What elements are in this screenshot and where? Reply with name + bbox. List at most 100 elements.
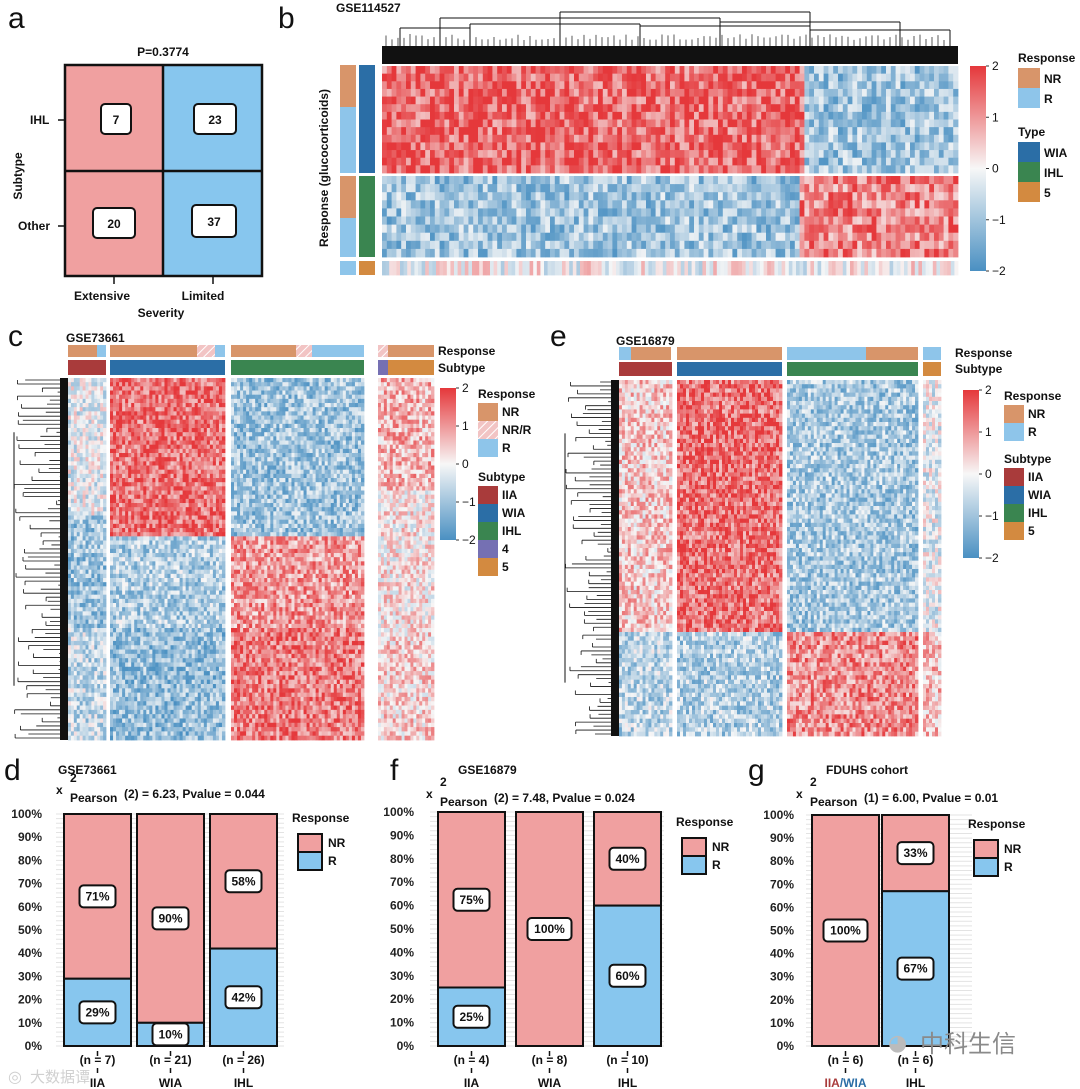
heatmap-b-cell	[862, 119, 868, 128]
heatmap-b-cell	[607, 240, 613, 250]
heatmap-b-cell	[559, 66, 565, 75]
heatmap-c-cell	[79, 594, 84, 600]
heatmap-b-cell	[492, 134, 498, 143]
heatmap-b-cell	[564, 81, 570, 90]
heatmap-b-cell	[529, 261, 534, 276]
heatmap-b-cell	[727, 200, 733, 209]
heatmap-b-cell	[674, 208, 680, 217]
heatmap-b-cell	[516, 81, 522, 90]
heatmap-b-cell	[809, 248, 815, 258]
heatmap-b-cell	[449, 240, 455, 250]
heatmap-c-cell	[68, 519, 72, 525]
heatmap-b-cell	[838, 224, 844, 234]
heatmap-c-cell	[100, 507, 104, 512]
heatmap-b-cell	[540, 176, 546, 185]
heatmap-b-cell	[953, 127, 959, 136]
heatmap-b-cell	[756, 232, 762, 242]
heatmap-b-cell	[535, 176, 541, 185]
heatmap-b-cell	[454, 119, 460, 128]
heatmap-b-cell	[943, 81, 949, 90]
heatmap-c-cell	[79, 419, 84, 425]
heatmap-b-cell	[382, 111, 388, 120]
heatmap-c-cell	[94, 561, 98, 566]
heatmap-b-cell	[770, 224, 776, 234]
heatmap-b-cell	[792, 261, 797, 276]
heatmap-c-cell	[97, 722, 101, 728]
heatmap-b-cell	[948, 81, 954, 90]
heatmap-b-cell	[847, 96, 853, 105]
heatmap-b-cell	[665, 111, 671, 120]
heatmap-c-cell	[94, 378, 98, 383]
heatmap-b-cell	[554, 157, 560, 166]
heatmap-b-cell	[718, 224, 724, 234]
heatmap-c-cell	[113, 461, 117, 466]
heatmap-b-cell	[857, 142, 863, 151]
heatmap-c-cell	[76, 523, 81, 529]
heatmap-c-cell	[131, 419, 135, 425]
heatmap-b-cell	[420, 232, 426, 242]
heatmap-b-cell	[862, 104, 868, 113]
heatmap-b-cell	[401, 240, 407, 250]
heatmap-b-cell	[535, 127, 541, 136]
heatmap-b-cell	[751, 150, 757, 159]
heatmap-c-cell	[116, 615, 120, 621]
heatmap-c-cell	[91, 615, 95, 621]
heatmap-b-cell	[689, 200, 695, 209]
heatmap-b-cell	[502, 176, 508, 185]
heatmap-c-cell	[76, 444, 81, 450]
heatmap-b-cell	[866, 88, 872, 97]
heatmap-b-cell	[900, 81, 906, 90]
heatmap-c-cell	[103, 671, 107, 676]
heatmap-c-cell	[85, 519, 89, 525]
heatmap-c-cell	[88, 423, 92, 429]
heatmap-b-cell	[847, 184, 853, 193]
heatmap-b-cell	[430, 200, 436, 209]
heatmap-c-cell	[113, 432, 117, 437]
heatmap-c-cell	[122, 536, 126, 541]
heatmap-b-cell	[449, 248, 455, 258]
heatmap-b-cell	[578, 111, 584, 120]
heatmap-b-cell	[775, 111, 781, 120]
heatmap-b-cell	[900, 111, 906, 120]
row-label-other: Other	[18, 219, 50, 233]
heatmap-b-cell	[905, 200, 911, 209]
heatmap-c-cell	[113, 586, 117, 591]
heatmap-b-cell	[540, 96, 546, 105]
heatmap-b-cell	[871, 176, 877, 185]
heatmap-b-cell	[665, 200, 671, 209]
heatmap-b-cell	[790, 111, 796, 120]
heatmap-c-cell	[91, 490, 95, 496]
heatmap-b-cell	[612, 96, 618, 105]
heatmap-b-cell	[804, 111, 810, 120]
heatmap-b-cell	[857, 248, 863, 258]
heatmap-b-cell	[526, 240, 532, 250]
heatmap-c-cell	[68, 590, 72, 596]
heatmap-c-cell	[119, 378, 123, 383]
heatmap-b-cell	[767, 261, 772, 276]
heatmap-c-cell	[70, 705, 75, 711]
heatmap-b-cell	[608, 261, 613, 276]
heatmap-b-cell	[948, 134, 954, 143]
heatmap-c-cell	[70, 415, 75, 421]
heatmap-b-cell	[698, 142, 704, 151]
heatmap-b-cell	[636, 248, 642, 258]
heatmap-b-cell	[641, 248, 647, 258]
heatmap-b-cell	[703, 81, 709, 90]
heatmap-c-cell	[128, 532, 132, 537]
heatmap-b-cell	[612, 73, 618, 82]
heatmap-b-cell	[905, 150, 911, 159]
heatmap-b-cell	[607, 216, 613, 225]
heatmap-c-cell	[119, 461, 123, 466]
heatmap-b-cell	[650, 150, 656, 159]
heatmap-c-cell	[97, 607, 101, 612]
heatmap-b-cell	[554, 232, 560, 242]
heatmap-b-cell	[929, 240, 935, 250]
heatmap-c-cell	[97, 540, 101, 546]
heatmap-c-cell	[76, 473, 81, 479]
heatmap-b-cell	[953, 119, 959, 128]
heatmap-b-cell	[953, 192, 959, 201]
heatmap-b-cell	[516, 150, 522, 159]
heatmap-c-cell	[125, 611, 129, 616]
heatmap-b-cell	[905, 66, 911, 75]
heatmap-c-cell	[97, 465, 101, 471]
